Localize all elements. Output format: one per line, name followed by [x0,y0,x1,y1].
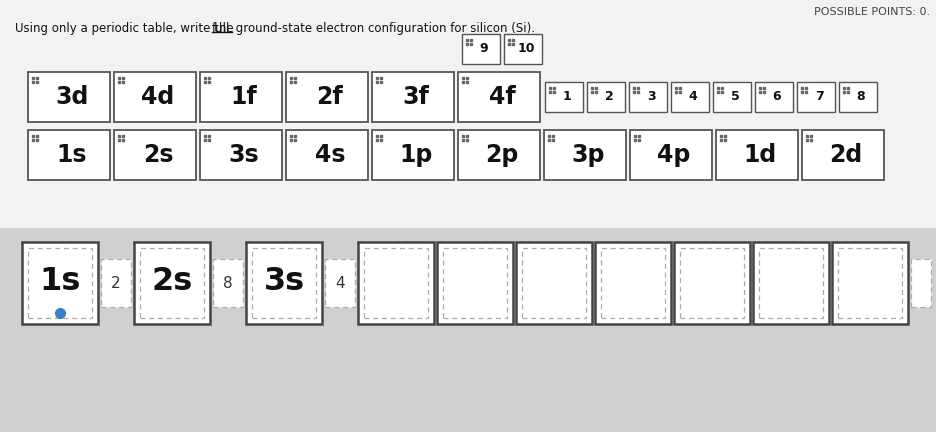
Bar [200,130,282,180]
Bar [114,130,196,180]
Bar [458,130,540,180]
Text: 4: 4 [335,276,344,290]
Text: 2d: 2d [829,143,863,167]
Bar [544,130,626,180]
Bar [101,259,131,307]
Bar [443,248,507,318]
Text: 2s: 2s [152,266,193,297]
Bar [516,242,592,324]
Text: 3p: 3p [571,143,605,167]
Bar [286,72,368,122]
Bar [504,34,542,64]
Bar [713,82,751,112]
Text: 1f: 1f [230,85,257,109]
Bar [364,248,428,318]
Bar [832,242,908,324]
Bar [28,72,110,122]
Bar [680,248,744,318]
Text: 3s: 3s [263,266,304,297]
Text: 2f: 2f [316,85,344,109]
Text: 6: 6 [773,90,782,104]
Text: 2: 2 [111,276,121,290]
Text: 8: 8 [856,90,865,104]
Bar [134,242,210,324]
Bar [601,248,665,318]
Bar [372,72,454,122]
Bar [437,242,513,324]
Text: 4f: 4f [489,85,516,109]
Text: ground-state electron configuration for silicon (Si).: ground-state electron configuration for … [232,22,535,35]
Text: 3s: 3s [228,143,259,167]
Text: 4: 4 [689,90,697,104]
Bar [325,259,355,307]
Text: 1d: 1d [743,143,777,167]
Text: 10: 10 [518,42,534,55]
Bar [458,72,540,122]
Bar [755,82,793,112]
Bar [286,130,368,180]
Text: 2p: 2p [485,143,519,167]
Bar [140,248,204,318]
Text: 4s: 4s [314,143,345,167]
Text: 3d: 3d [55,85,89,109]
Bar [629,82,667,112]
Bar [671,82,709,112]
Bar [674,242,750,324]
Bar [200,72,282,122]
Bar [213,259,243,307]
Text: 2s: 2s [143,143,173,167]
Bar [0,0,936,228]
Text: 1p: 1p [400,143,432,167]
Bar [358,242,434,324]
Bar [372,130,454,180]
Bar [545,82,583,112]
Text: 9: 9 [479,42,489,55]
Text: Using only a periodic table, write the: Using only a periodic table, write the [15,22,238,35]
Bar [462,34,500,64]
Bar [911,259,931,307]
Text: 3f: 3f [402,85,430,109]
Bar [839,82,877,112]
Text: 1: 1 [563,90,571,104]
Bar [252,248,316,318]
Bar [838,248,902,318]
Bar [246,242,322,324]
Text: 1s: 1s [39,266,80,297]
Text: 8: 8 [223,276,233,290]
Bar [802,130,884,180]
Bar [522,248,586,318]
Text: 2: 2 [605,90,613,104]
Bar [753,242,829,324]
Text: 4d: 4d [141,85,175,109]
Bar [716,130,798,180]
Bar [114,72,196,122]
Bar [28,248,92,318]
Text: 5: 5 [731,90,739,104]
Bar [587,82,625,112]
Text: 1s: 1s [57,143,87,167]
Text: 4p: 4p [657,143,691,167]
Text: full: full [212,22,230,35]
Bar [797,82,835,112]
Bar [22,242,98,324]
Bar [28,130,110,180]
Text: 7: 7 [814,90,824,104]
Text: POSSIBLE POINTS: 0.: POSSIBLE POINTS: 0. [814,7,930,17]
Bar [759,248,823,318]
Bar [630,130,712,180]
Bar [595,242,671,324]
Text: 3: 3 [647,90,655,104]
